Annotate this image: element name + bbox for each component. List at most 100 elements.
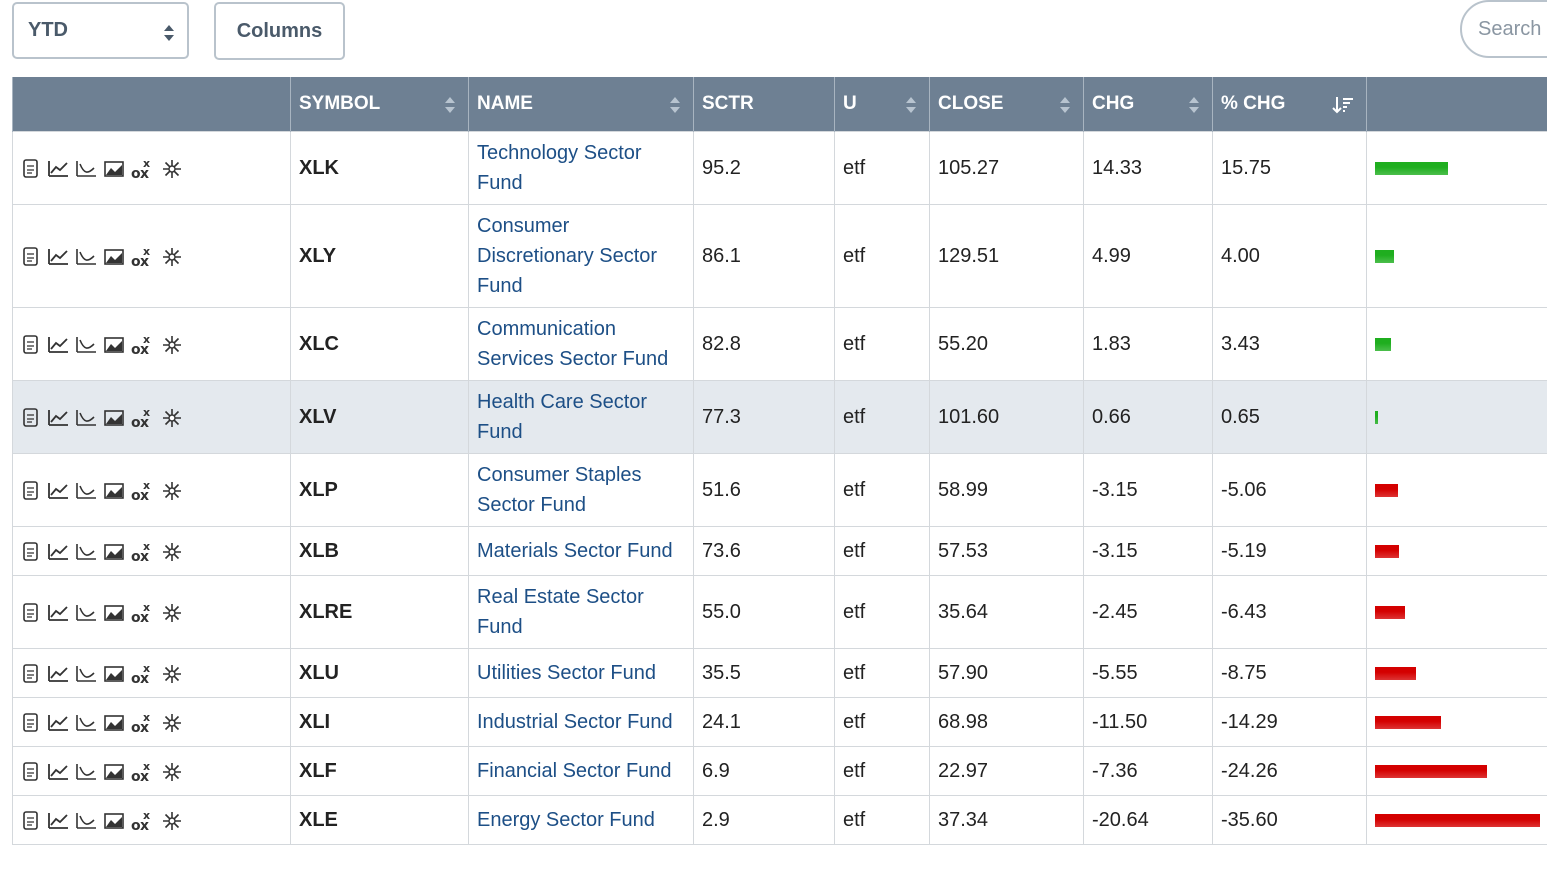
- row-icon[interactable]: [103, 602, 125, 624]
- header-cell[interactable]: SCTR: [693, 77, 835, 132]
- row-icon[interactable]: [103, 541, 125, 563]
- row-icon[interactable]: [47, 761, 69, 783]
- svg-text:x: x: [143, 157, 150, 170]
- row-icon[interactable]: [75, 663, 97, 685]
- row-icon[interactable]: [21, 246, 41, 268]
- row-icon[interactable]: [47, 663, 69, 685]
- svg-text:x: x: [140, 671, 149, 686]
- row-icon[interactable]: [103, 480, 125, 502]
- row-icon[interactable]: [47, 407, 69, 429]
- row-icon[interactable]: [161, 663, 183, 685]
- svg-text:x: x: [143, 760, 150, 773]
- row-icon[interactable]: [103, 334, 125, 356]
- row-icon[interactable]: [21, 712, 41, 734]
- row-icon[interactable]: o xx: [131, 540, 155, 565]
- pct-chg-cell: -8.75: [1212, 648, 1367, 698]
- header-cell[interactable]: U: [834, 77, 930, 132]
- name-cell[interactable]: Communication Services Sector Fund: [468, 307, 694, 381]
- name-cell[interactable]: Industrial Sector Fund: [468, 697, 694, 747]
- row-icon[interactable]: [47, 810, 69, 832]
- pct-bar: [1375, 483, 1399, 497]
- row-icon[interactable]: [103, 810, 125, 832]
- name-cell[interactable]: Materials Sector Fund: [468, 526, 694, 576]
- row-icon[interactable]: [21, 334, 41, 356]
- row-icon[interactable]: [75, 602, 97, 624]
- name-cell[interactable]: Utilities Sector Fund: [468, 648, 694, 698]
- row-icon[interactable]: o xx: [131, 406, 155, 431]
- row-icon[interactable]: o xx: [131, 662, 155, 687]
- row-icon[interactable]: [161, 480, 183, 502]
- row-icon[interactable]: [75, 158, 97, 180]
- pct-chg-cell: -35.60: [1212, 795, 1367, 845]
- u-cell: etf: [834, 453, 930, 527]
- bar-cell: [1366, 204, 1547, 308]
- row-icon[interactable]: [47, 334, 69, 356]
- row-icon[interactable]: o xx: [131, 809, 155, 834]
- columns-button[interactable]: Columns: [214, 2, 345, 60]
- row-icon[interactable]: [75, 761, 97, 783]
- row-icon[interactable]: [103, 761, 125, 783]
- row-icon[interactable]: [161, 761, 183, 783]
- row-icon[interactable]: [75, 334, 97, 356]
- row-icon[interactable]: o xx: [131, 601, 155, 626]
- name-cell[interactable]: Consumer Staples Sector Fund: [468, 453, 694, 527]
- close-cell: 55.20: [929, 307, 1084, 381]
- name-cell[interactable]: Consumer Discretionary Sector Fund: [468, 204, 694, 308]
- row-icon[interactable]: [103, 663, 125, 685]
- row-icon[interactable]: [161, 407, 183, 429]
- row-icon[interactable]: [75, 480, 97, 502]
- name-cell[interactable]: Real Estate Sector Fund: [468, 575, 694, 649]
- name-cell[interactable]: Financial Sector Fund: [468, 746, 694, 796]
- row-icon[interactable]: o xx: [131, 333, 155, 358]
- row-icon[interactable]: [47, 158, 69, 180]
- row-icon[interactable]: [21, 761, 41, 783]
- table-row: o x x XLE Energy Sector Fund 2.9 etf 37.34 -20.6…: [12, 795, 1547, 845]
- row-icon[interactable]: [103, 158, 125, 180]
- row-icon[interactable]: o xx: [131, 245, 155, 270]
- row-icon[interactable]: [21, 602, 41, 624]
- row-icon[interactable]: [75, 541, 97, 563]
- row-icon[interactable]: [161, 602, 183, 624]
- row-icon[interactable]: [161, 810, 183, 832]
- row-icon[interactable]: [103, 712, 125, 734]
- row-icon[interactable]: [21, 541, 41, 563]
- row-icon[interactable]: o xx: [131, 479, 155, 504]
- header-cell[interactable]: SYMBOL: [290, 77, 469, 132]
- row-icon[interactable]: [47, 246, 69, 268]
- row-icon[interactable]: o xx: [131, 760, 155, 785]
- row-icon[interactable]: [75, 712, 97, 734]
- header-cell[interactable]: CLOSE: [929, 77, 1084, 132]
- row-icon[interactable]: [161, 158, 183, 180]
- row-icon[interactable]: [103, 407, 125, 429]
- row-icon[interactable]: [21, 810, 41, 832]
- row-icon[interactable]: [47, 712, 69, 734]
- header-cell[interactable]: % CHG: [1212, 77, 1367, 132]
- row-icon[interactable]: [103, 246, 125, 268]
- row-icon[interactable]: [161, 334, 183, 356]
- header-cell[interactable]: NAME: [468, 77, 694, 132]
- header-cell[interactable]: CHG: [1083, 77, 1213, 132]
- row-icon[interactable]: [21, 480, 41, 502]
- row-icon[interactable]: [161, 541, 183, 563]
- name-cell[interactable]: Technology Sector Fund: [468, 131, 694, 205]
- period-select[interactable]: YTD: [12, 2, 189, 59]
- row-icon[interactable]: o xx: [131, 711, 155, 736]
- name-cell[interactable]: Energy Sector Fund: [468, 795, 694, 845]
- row-icon[interactable]: [47, 602, 69, 624]
- bar-cell: [1366, 380, 1547, 454]
- row-icon[interactable]: [75, 246, 97, 268]
- row-icon[interactable]: [21, 407, 41, 429]
- row-icon[interactable]: [47, 541, 69, 563]
- row-icon[interactable]: [75, 810, 97, 832]
- row-icon[interactable]: o xx: [131, 157, 155, 182]
- name-cell[interactable]: Health Care Sector Fund: [468, 380, 694, 454]
- search-input[interactable]: Search Table: [1460, 0, 1547, 58]
- row-icon[interactable]: [21, 158, 41, 180]
- row-icon[interactable]: [75, 407, 97, 429]
- table-row: o x x XLP Consumer Staples Sector Fund 51.6 et…: [12, 453, 1547, 527]
- row-icon[interactable]: [161, 712, 183, 734]
- row-icon[interactable]: [47, 480, 69, 502]
- row-icon[interactable]: [21, 663, 41, 685]
- row-icon[interactable]: [161, 246, 183, 268]
